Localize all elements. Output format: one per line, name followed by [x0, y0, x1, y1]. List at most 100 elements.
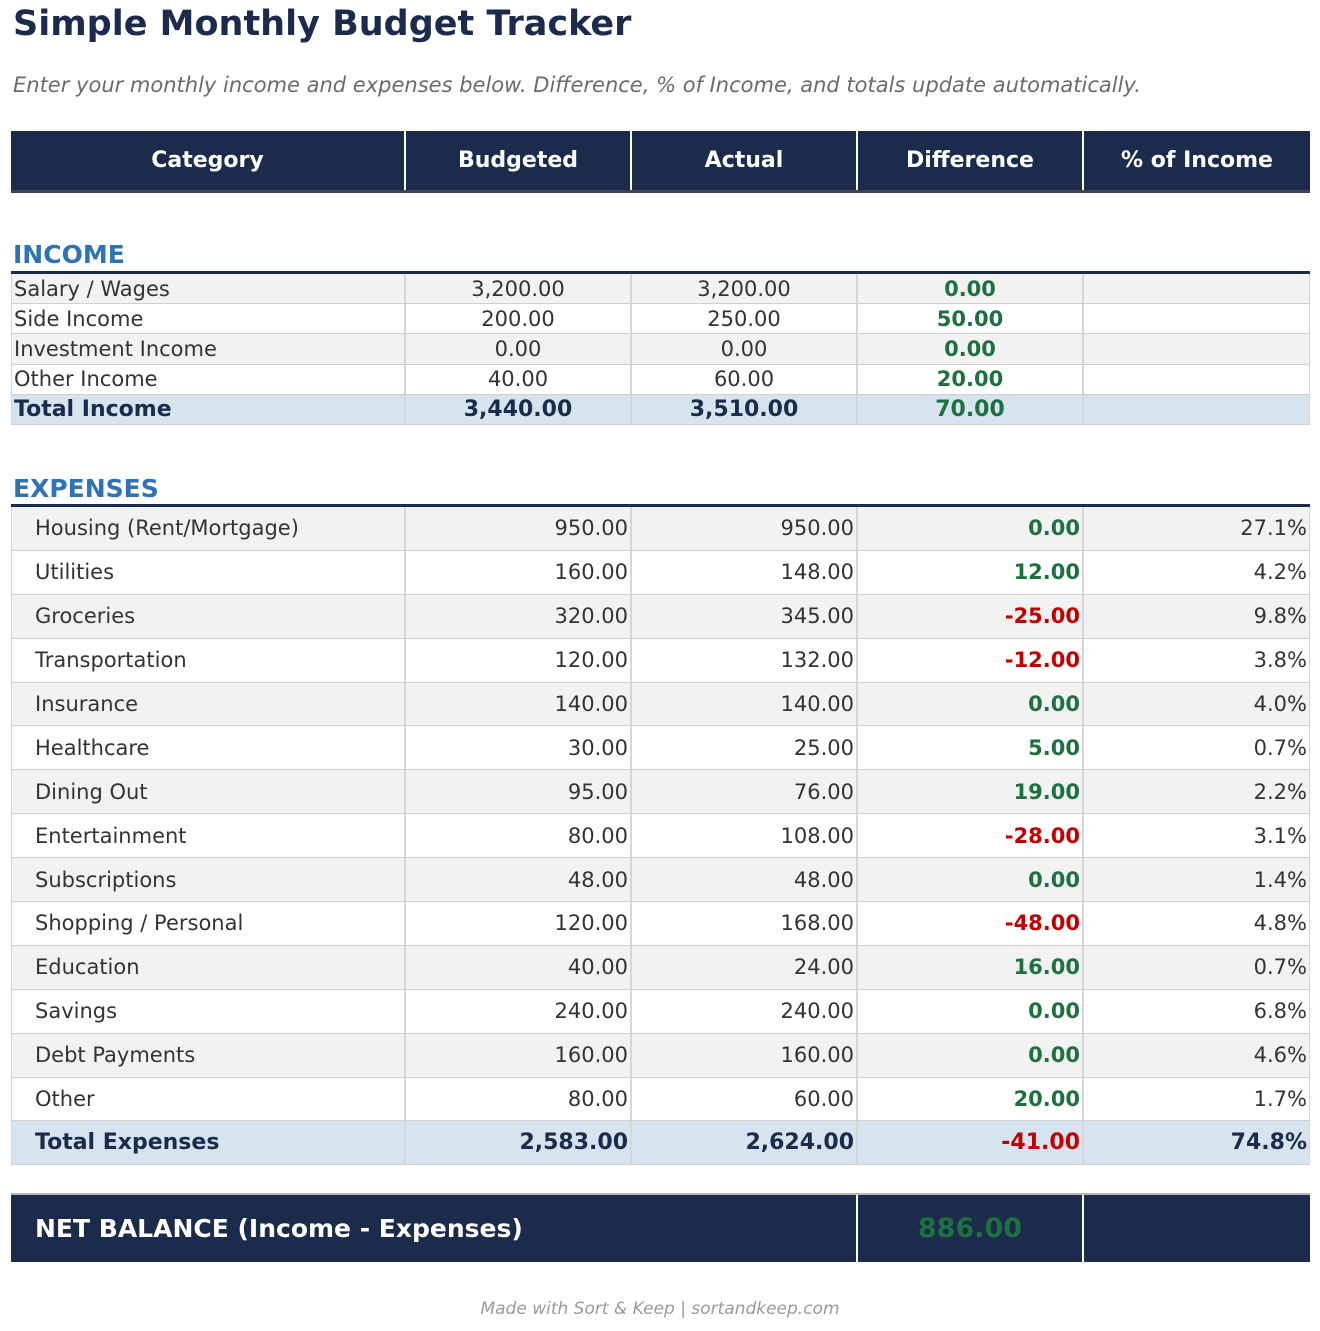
actual-cell: 160.00: [632, 1033, 858, 1077]
actual-cell: 140.00: [632, 682, 858, 726]
expenses-section-label: EXPENSES: [13, 474, 159, 503]
difference-cell: 0.00: [858, 858, 1084, 902]
budgeted-cell: 160.00: [406, 1033, 632, 1077]
budgeted-cell: 240.00: [406, 989, 632, 1033]
category-cell: Transportation: [11, 638, 406, 682]
percent-cell: 4.6%: [1084, 1033, 1310, 1077]
difference-cell: -28.00: [858, 814, 1084, 858]
category-cell: Side Income: [11, 304, 406, 334]
percent-cell: 6.8%: [1084, 989, 1310, 1033]
table-row: Shopping / Personal 120.00 168.00 -48.00 4.8…: [11, 902, 1310, 946]
column-header-difference: Difference: [858, 131, 1084, 190]
budgeted-cell: 120.00: [406, 902, 632, 945]
percent-cell: [1084, 304, 1310, 334]
category-cell: Subscriptions: [11, 858, 406, 902]
table-header: Category Budgeted Actual Difference % of…: [11, 131, 1310, 193]
difference-cell: -48.00: [858, 902, 1084, 945]
percent-cell: 4.8%: [1084, 902, 1310, 945]
difference-cell: 20.00: [858, 1077, 1084, 1121]
actual-cell: 2,624.00: [632, 1121, 858, 1165]
difference-cell: 12.00: [858, 550, 1084, 594]
net-balance-value: 886.00: [858, 1195, 1084, 1262]
table-row: Side Income 200.00 250.00 50.00: [11, 304, 1310, 335]
column-header-percent-income: % of Income: [1121, 148, 1273, 173]
category-cell: Utilities: [11, 550, 406, 594]
actual-cell: 108.00: [632, 814, 858, 858]
net-balance-row: NET BALANCE (Income - Expenses) 886.00: [11, 1193, 1310, 1262]
budgeted-cell: 40.00: [406, 945, 632, 989]
percent-cell: 0.7%: [1084, 726, 1310, 770]
category-cell: Savings: [11, 989, 406, 1033]
table-row: Entertainment 80.00 108.00 -28.00 3.1%: [11, 814, 1310, 859]
table-row: Salary / Wages 3,200.00 3,200.00 0.00: [11, 274, 1310, 305]
category-cell: Total Expenses: [11, 1121, 406, 1165]
category-cell: Salary / Wages: [11, 274, 406, 304]
budgeted-cell: 3,200.00: [406, 274, 632, 304]
budgeted-cell: 160.00: [406, 550, 632, 594]
percent-cell: [1084, 364, 1310, 394]
income-section-label: INCOME: [13, 240, 125, 269]
difference-cell: -25.00: [858, 594, 1084, 638]
percent-cell: 4.0%: [1084, 682, 1310, 726]
actual-cell: 3,200.00: [632, 274, 858, 304]
category-cell: Insurance: [11, 682, 406, 726]
difference-cell: 16.00: [858, 945, 1084, 989]
budgeted-cell: 950.00: [406, 507, 632, 550]
table-row: Utilities 160.00 148.00 12.00 4.2%: [11, 550, 1310, 595]
category-cell: Other: [11, 1077, 406, 1121]
difference-cell: -12.00: [858, 638, 1084, 682]
category-cell: Education: [11, 945, 406, 989]
category-cell: Groceries: [11, 594, 406, 638]
table-row: Investment Income 0.00 0.00 0.00: [11, 334, 1310, 365]
difference-cell: 0.00: [858, 1033, 1084, 1077]
table-row: Healthcare 30.00 25.00 5.00 0.7%: [11, 726, 1310, 771]
difference-cell: 0.00: [858, 274, 1084, 304]
table-row: Subscriptions 48.00 48.00 0.00 1.4%: [11, 858, 1310, 903]
table-row: Savings 240.00 240.00 0.00 6.8%: [11, 989, 1310, 1034]
actual-cell: 148.00: [632, 550, 858, 594]
page-subtitle: Enter your monthly income and expenses b…: [13, 73, 1141, 97]
budgeted-cell: 320.00: [406, 594, 632, 638]
actual-cell: 24.00: [632, 945, 858, 989]
difference-cell: 20.00: [858, 364, 1084, 394]
budgeted-cell: 95.00: [406, 770, 632, 814]
actual-cell: 240.00: [632, 989, 858, 1033]
budgeted-cell: 0.00: [406, 334, 632, 364]
category-cell: Investment Income: [11, 334, 406, 364]
percent-cell: [1084, 274, 1310, 304]
column-header-actual: Actual: [632, 131, 858, 190]
actual-cell: 345.00: [632, 594, 858, 638]
table-row: Dining Out 95.00 76.00 19.00 2.2%: [11, 770, 1310, 815]
budgeted-cell: 80.00: [406, 1077, 632, 1121]
percent-cell: 4.2%: [1084, 550, 1310, 594]
actual-cell: 48.00: [632, 858, 858, 902]
category-cell: Other Income: [11, 364, 406, 394]
expenses-total-row: Total Expenses 2,583.00 2,624.00 -41.00 74.8…: [11, 1121, 1310, 1166]
category-cell: Healthcare: [11, 726, 406, 770]
difference-cell: 19.00: [858, 770, 1084, 814]
column-header-budgeted: Budgeted: [406, 131, 632, 190]
actual-cell: 3,510.00: [632, 394, 858, 424]
budgeted-cell: 2,583.00: [406, 1121, 632, 1165]
percent-cell: 2.2%: [1084, 770, 1310, 814]
expenses-section-divider: [11, 504, 1310, 507]
percent-cell: [1084, 394, 1310, 424]
budgeted-cell: 140.00: [406, 682, 632, 726]
category-cell: Housing (Rent/Mortgage): [11, 507, 406, 550]
page-title: Simple Monthly Budget Tracker: [13, 4, 632, 44]
table-row: Other 80.00 60.00 20.00 1.7%: [11, 1077, 1310, 1122]
percent-cell: 3.8%: [1084, 638, 1310, 682]
actual-cell: 132.00: [632, 638, 858, 682]
table-row: Housing (Rent/Mortgage) 950.00 950.00 0.00 2…: [11, 507, 1310, 551]
budgeted-cell: 200.00: [406, 304, 632, 334]
table-row: Transportation 120.00 132.00 -12.00 3.8%: [11, 638, 1310, 683]
actual-cell: 168.00: [632, 902, 858, 945]
percent-cell: 9.8%: [1084, 594, 1310, 638]
difference-cell: 0.00: [858, 507, 1084, 550]
percent-cell: 1.4%: [1084, 858, 1310, 902]
actual-cell: 25.00: [632, 726, 858, 770]
category-cell: Total Income: [11, 394, 406, 424]
actual-cell: 76.00: [632, 770, 858, 814]
actual-cell: 60.00: [632, 1077, 858, 1121]
difference-cell: -41.00: [858, 1121, 1084, 1165]
